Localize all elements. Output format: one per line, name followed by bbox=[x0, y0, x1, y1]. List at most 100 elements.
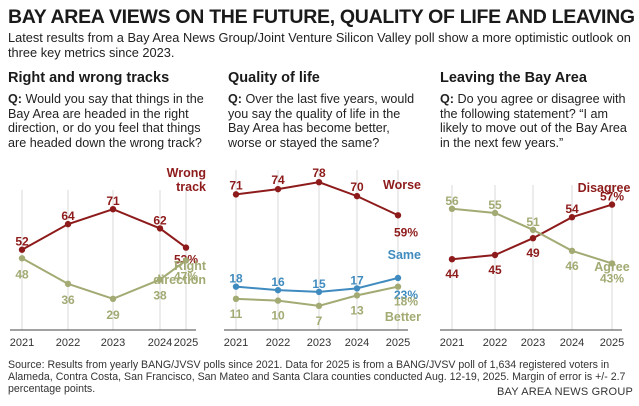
data-point bbox=[232, 191, 240, 198]
panel-title-tracks: Right and wrong tracks bbox=[8, 70, 170, 86]
series-label: Right bbox=[174, 259, 207, 273]
data-point bbox=[232, 283, 240, 290]
data-label: 10 bbox=[271, 309, 285, 323]
data-label: 74 bbox=[271, 173, 285, 187]
data-label: 43% bbox=[600, 271, 624, 285]
x-tick-label: 2022 bbox=[56, 337, 80, 349]
data-label: 23% bbox=[394, 288, 418, 302]
data-point bbox=[608, 201, 616, 208]
x-tick-label: 2021 bbox=[224, 337, 248, 349]
data-label: 38 bbox=[153, 289, 167, 303]
x-tick-label: 2022 bbox=[266, 337, 290, 349]
data-label: 47% bbox=[174, 269, 198, 283]
x-tick-label: 2025 bbox=[174, 337, 198, 349]
data-point bbox=[274, 286, 282, 294]
data-label: 7 bbox=[316, 314, 323, 328]
panel-question-tracks: Q: Would you say that things in the Bay … bbox=[8, 92, 208, 150]
data-label: 29 bbox=[106, 308, 120, 322]
data-point bbox=[18, 255, 26, 262]
data-point bbox=[394, 283, 402, 290]
data-label: 71 bbox=[229, 178, 243, 192]
data-label: 57% bbox=[600, 190, 624, 204]
series-label: Same bbox=[388, 248, 421, 262]
data-point bbox=[182, 244, 190, 251]
data-label: 16 bbox=[271, 275, 285, 289]
x-tick-label: 2024 bbox=[560, 337, 584, 349]
panel-question-leaving: Q: Do you agree or disagree with the fol… bbox=[440, 92, 630, 150]
data-point bbox=[64, 220, 72, 228]
data-point bbox=[448, 256, 456, 263]
data-label: 55 bbox=[488, 198, 502, 212]
data-point bbox=[18, 246, 26, 253]
x-tick-label: 2024 bbox=[148, 337, 172, 349]
data-label: 18 bbox=[229, 272, 243, 286]
data-label: 15 bbox=[312, 277, 326, 291]
data-point bbox=[353, 292, 361, 299]
data-label: 46 bbox=[565, 259, 579, 273]
question-text: Over the last five years, would you say … bbox=[228, 92, 415, 150]
data-point bbox=[529, 226, 537, 233]
data-label: 64 bbox=[61, 209, 75, 223]
x-tick-label: 2023 bbox=[521, 337, 545, 349]
q-prefix: Q: bbox=[8, 92, 22, 106]
data-point bbox=[156, 225, 164, 232]
x-tick-label: 2025 bbox=[600, 337, 624, 349]
data-label: 48 bbox=[15, 267, 29, 281]
data-label: 54 bbox=[565, 202, 579, 216]
data-point bbox=[353, 285, 361, 292]
series-label: Agree bbox=[594, 260, 629, 274]
q-prefix: Q: bbox=[440, 92, 454, 106]
data-point bbox=[232, 295, 240, 303]
data-label: 36 bbox=[61, 293, 75, 307]
x-tick-label: 2023 bbox=[307, 337, 331, 349]
data-point bbox=[568, 247, 576, 254]
data-point bbox=[529, 235, 537, 242]
data-label: 13 bbox=[350, 303, 364, 317]
data-label: 56 bbox=[445, 194, 459, 208]
data-point bbox=[353, 192, 361, 200]
series-label: Worse bbox=[383, 178, 421, 192]
data-point bbox=[109, 295, 117, 302]
page-subtitle: Latest results from a Bay Area News Grou… bbox=[8, 30, 631, 60]
data-point bbox=[315, 178, 323, 186]
data-point bbox=[182, 257, 190, 264]
source-note: Source: Results from yearly BANG/JVSV po… bbox=[8, 359, 626, 396]
credit-line: BAY AREA NEWS GROUP bbox=[496, 386, 633, 398]
data-point bbox=[608, 260, 616, 267]
page-title: BAY AREA VIEWS ON THE FUTURE, QUALITY OF… bbox=[8, 6, 635, 28]
data-label: 59% bbox=[394, 225, 418, 239]
data-point bbox=[491, 209, 499, 217]
data-label: 51 bbox=[526, 215, 540, 229]
data-label: 44 bbox=[445, 267, 459, 281]
data-point bbox=[156, 276, 164, 283]
x-tick-label: 2025 bbox=[386, 337, 410, 349]
series-label: track bbox=[176, 180, 206, 194]
series-label: Disagree bbox=[578, 181, 631, 195]
data-point bbox=[274, 185, 282, 193]
data-point bbox=[491, 251, 499, 259]
data-label: 17 bbox=[350, 273, 364, 287]
data-label: 18% bbox=[394, 295, 418, 309]
data-point bbox=[315, 288, 323, 296]
data-point bbox=[274, 297, 282, 304]
x-tick-label: 2021 bbox=[10, 337, 34, 349]
series-line-worse bbox=[235, 181, 399, 217]
series-label: direction bbox=[153, 273, 206, 287]
data-point bbox=[109, 206, 117, 213]
data-point bbox=[394, 274, 402, 282]
x-tick-label: 2021 bbox=[440, 337, 464, 349]
data-point bbox=[568, 214, 576, 221]
data-point bbox=[64, 280, 72, 288]
data-label: 78 bbox=[312, 166, 326, 180]
data-label: 70 bbox=[350, 180, 364, 194]
panel-title-quality: Quality of life bbox=[228, 70, 320, 86]
data-label: 45 bbox=[488, 263, 502, 277]
series-label: Wrong bbox=[167, 166, 206, 180]
x-tick-label: 2023 bbox=[101, 337, 125, 349]
data-point bbox=[394, 212, 402, 219]
data-point bbox=[448, 205, 456, 212]
x-tick-label: 2022 bbox=[483, 337, 507, 349]
q-prefix: Q: bbox=[228, 92, 242, 106]
data-label: 49 bbox=[526, 246, 540, 260]
